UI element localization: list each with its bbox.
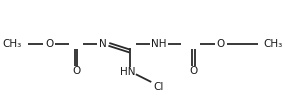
Text: O: O xyxy=(190,66,198,76)
Text: O: O xyxy=(72,66,80,76)
Text: N: N xyxy=(99,39,107,49)
Text: O: O xyxy=(217,39,225,49)
Text: CH₃: CH₃ xyxy=(3,39,22,49)
Text: CH₃: CH₃ xyxy=(263,39,282,49)
Text: NH: NH xyxy=(151,39,167,49)
Text: Cl: Cl xyxy=(154,82,164,92)
Text: HN: HN xyxy=(120,67,136,77)
Text: O: O xyxy=(45,39,53,49)
